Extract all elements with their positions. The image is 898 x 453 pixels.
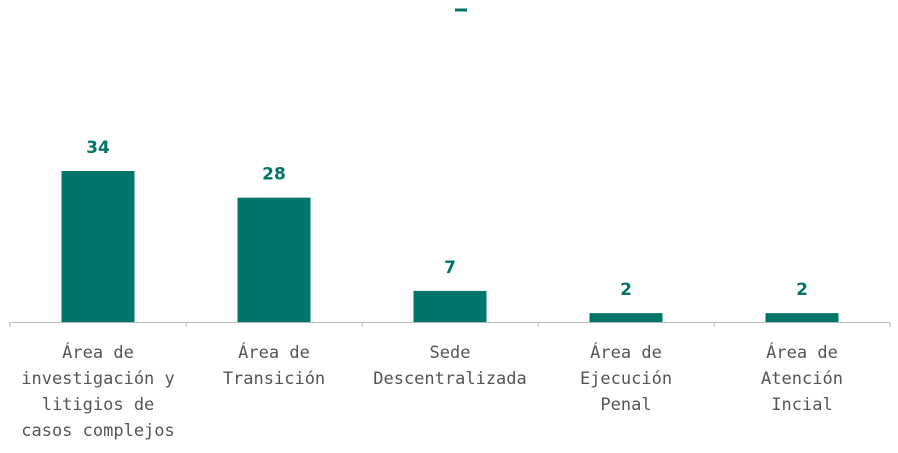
value-label: 34 — [86, 138, 110, 158]
bar — [61, 171, 135, 322]
bar — [413, 290, 487, 322]
bar — [237, 197, 311, 322]
x-tick-label: Área de investigación y litigios de caso… — [21, 343, 175, 441]
value-label: 2 — [796, 280, 808, 300]
x-tick-label: Sede Descentralizada — [373, 343, 527, 389]
value-label: 2 — [620, 280, 632, 300]
x-tick-label: Área de Atención Incial — [761, 343, 843, 415]
value-label: 28 — [262, 165, 286, 185]
bar — [589, 313, 663, 322]
value-label: 7 — [444, 258, 456, 278]
bar — [765, 313, 839, 322]
x-tick-label: Área de Transición — [222, 343, 326, 389]
x-tick-label: Área de Ejecución Penal — [579, 343, 673, 415]
